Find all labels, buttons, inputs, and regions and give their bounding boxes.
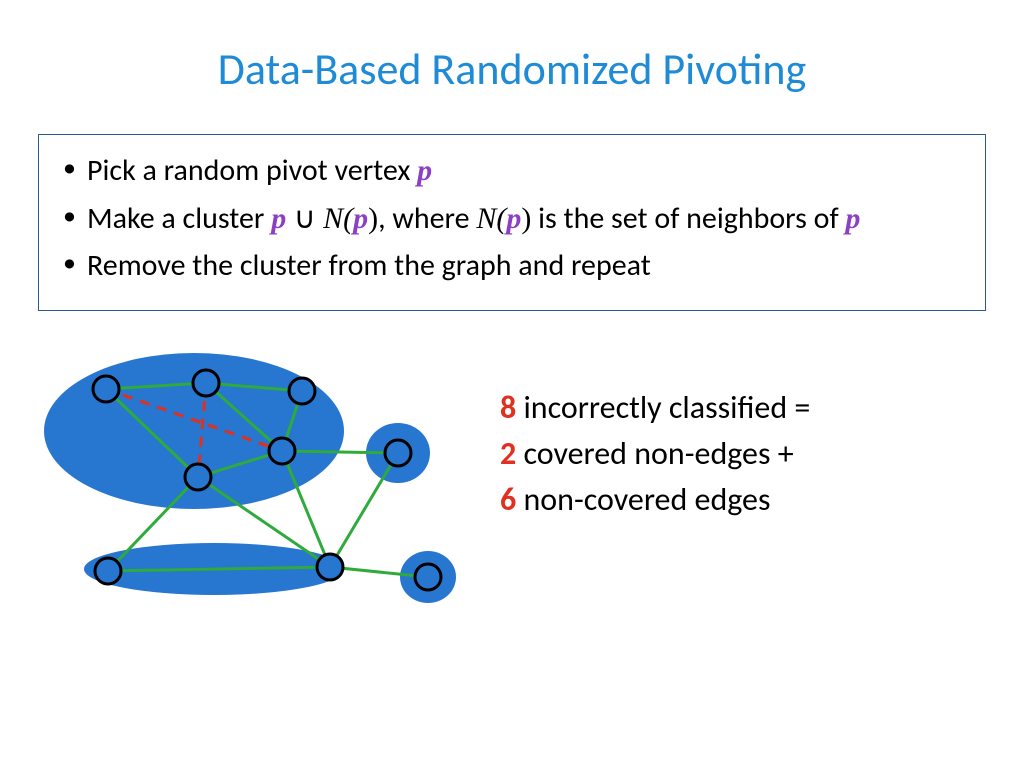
bullet-2: Make a cluster p ∪ N(p), where N(p) is t…	[57, 197, 967, 241]
math-N: N(	[323, 202, 353, 235]
math-p: p	[506, 202, 521, 235]
label-covered: covered non-edges +	[516, 434, 793, 473]
math-N: N(	[476, 202, 506, 235]
math-p: p	[417, 154, 432, 187]
math-p: p	[845, 202, 860, 235]
math-close: )	[368, 202, 378, 235]
summary-line-1: 8 incorrectly classified =	[500, 385, 810, 431]
bullet-2-text-b: , where	[378, 200, 476, 237]
math-cup: ∪	[286, 202, 323, 235]
graph-diagram	[34, 341, 474, 641]
label-noncovered: non-covered edges	[516, 480, 770, 519]
bullet-2-text-c: is the set of neighbors of	[531, 200, 845, 237]
label-incorrect: incorrectly classified =	[516, 388, 810, 427]
slide-title: Data-Based Randomized Pivoting	[0, 0, 1024, 116]
bullet-1: Pick a random pivot vertex p	[57, 149, 967, 193]
bullet-3: Remove the cluster from the graph and re…	[57, 244, 967, 288]
count-incorrect: 8	[500, 388, 516, 427]
algorithm-box: Pick a random pivot vertex p Make a clus…	[38, 134, 986, 311]
classification-summary: 8 incorrectly classified = 2 covered non…	[500, 385, 810, 524]
math-p: p	[353, 202, 368, 235]
math-p: p	[271, 202, 286, 235]
algorithm-list: Pick a random pivot vertex p Make a clus…	[57, 149, 967, 288]
bullet-2-text-a: Make a cluster	[87, 200, 271, 237]
count-covered: 2	[500, 434, 516, 473]
summary-line-2: 2 covered non-edges +	[500, 431, 810, 477]
math-close: )	[521, 202, 531, 235]
count-noncovered: 6	[500, 480, 516, 519]
lower-area: 8 incorrectly classified = 2 covered non…	[0, 341, 1024, 661]
bullet-1-text: Pick a random pivot vertex	[87, 152, 417, 189]
summary-line-3: 6 non-covered edges	[500, 477, 810, 523]
